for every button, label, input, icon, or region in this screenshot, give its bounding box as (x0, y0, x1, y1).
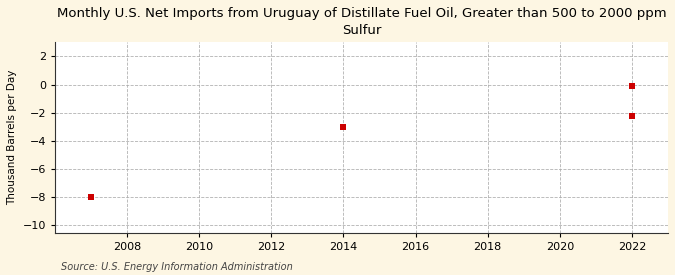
Y-axis label: Thousand Barrels per Day: Thousand Barrels per Day (7, 70, 17, 205)
Title: Monthly U.S. Net Imports from Uruguay of Distillate Fuel Oil, Greater than 500 t: Monthly U.S. Net Imports from Uruguay of… (57, 7, 666, 37)
Text: Source: U.S. Energy Information Administration: Source: U.S. Energy Information Administ… (61, 262, 292, 272)
